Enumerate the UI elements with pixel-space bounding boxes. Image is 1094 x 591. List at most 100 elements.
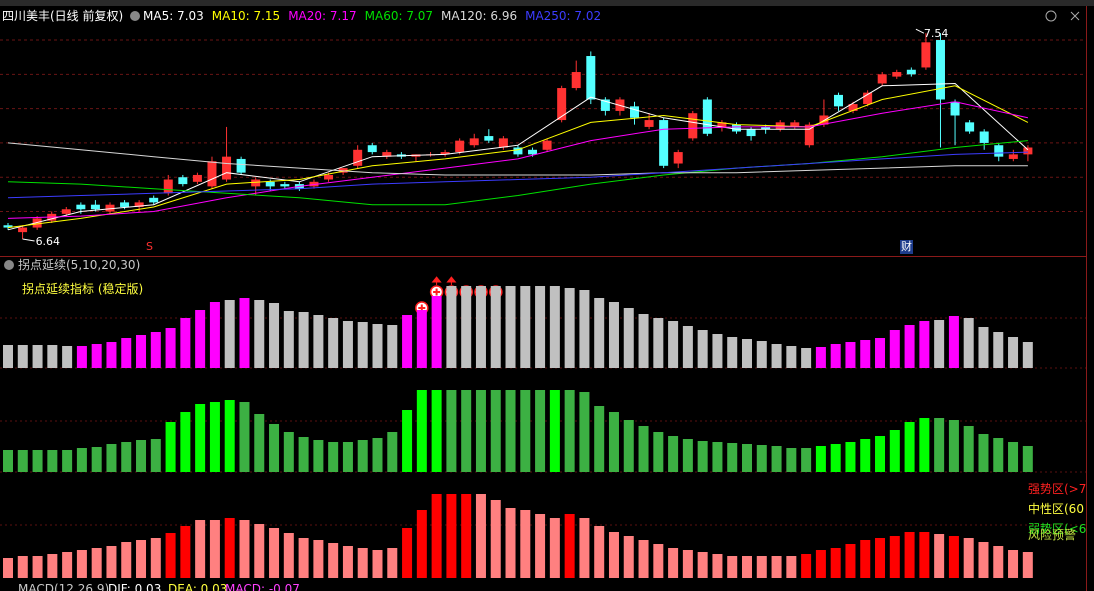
indicator-bar [490, 286, 501, 368]
candle-body [498, 138, 508, 148]
indicator-bar [801, 348, 812, 368]
indicator-bar [328, 442, 339, 472]
indicator-bar [387, 325, 398, 368]
indicator-bar [195, 310, 206, 368]
indicator-bar [608, 412, 619, 472]
macd-title: MACD(12,26,9) [18, 582, 110, 591]
candle-body [630, 106, 640, 118]
indicator-bar [3, 558, 13, 578]
marker-s: S [146, 240, 153, 253]
indicator-bar [1022, 342, 1033, 368]
indicator-bar [372, 550, 383, 578]
candle-body [848, 104, 858, 111]
indicator-bar [1008, 337, 1019, 368]
indicator-bar [283, 533, 294, 578]
candle-body [935, 40, 945, 100]
indicator-bar [668, 436, 679, 472]
indicator-bar [771, 344, 782, 368]
indicator-bar [475, 390, 486, 472]
ma-line [7, 151, 1028, 199]
indicator-bar [668, 548, 679, 578]
indicator-bar [727, 443, 738, 472]
max-arrow [915, 28, 925, 34]
indicator-bar [416, 310, 427, 368]
indicator-bar [387, 432, 398, 472]
marker-cai: 财 [900, 240, 913, 254]
zone-label: 风险预警 [1028, 528, 1077, 542]
close-icon[interactable] [1070, 11, 1080, 21]
indicator-bar [712, 554, 723, 578]
indicator-bar [32, 450, 43, 472]
settings-icon[interactable] [1045, 10, 1057, 22]
indicator-bar [106, 444, 117, 472]
indicator-bar [446, 286, 457, 368]
candle-body [134, 202, 144, 207]
indicator-bar [387, 548, 398, 578]
macd-value: MACD: -0.07 [225, 582, 300, 591]
toolbar-strip [0, 0, 1094, 6]
candle-body [324, 174, 334, 180]
indicator-bar [32, 556, 43, 578]
indicator-bar [283, 432, 294, 472]
indicator-bar [904, 422, 915, 472]
indicator-bar [76, 550, 87, 578]
candle-body [906, 69, 916, 75]
candle-body [528, 149, 538, 155]
indicator-bar [254, 414, 265, 472]
indicator-bar [771, 556, 782, 578]
indicator-bar [815, 446, 826, 472]
indicator-bar [860, 340, 871, 368]
candle-body [804, 124, 814, 146]
indicator-bar [993, 438, 1004, 472]
zone-label: 弱势区(<6 [1028, 522, 1087, 536]
indicator-bar [209, 520, 220, 578]
indicator-bar [209, 302, 220, 368]
candle-body [702, 99, 712, 134]
indicator-bar [342, 442, 353, 472]
indicator-bar [76, 346, 87, 368]
indicator-bar [697, 330, 708, 368]
indicator-bar [623, 420, 634, 472]
indicator-bar [934, 534, 945, 578]
indicator-bar [830, 548, 841, 578]
indicator-bar [150, 439, 161, 472]
candle-body [207, 161, 217, 187]
candle-body [950, 101, 960, 116]
indicator-bar [298, 312, 309, 368]
indicator-bar [608, 302, 619, 368]
signal-arrow [446, 276, 457, 285]
legend-entry: MA20: 7.17 [288, 9, 357, 23]
indicator-bar [165, 328, 176, 368]
zone-label: 强势区(>7 [1028, 482, 1087, 496]
ma-line [7, 101, 1029, 219]
indicator-bar [535, 286, 546, 368]
indicator-bar [801, 448, 812, 472]
indicator-bar [357, 548, 368, 578]
indicator-bar [549, 390, 560, 472]
indicator-bar [535, 514, 546, 578]
indicator-bar [3, 345, 13, 368]
indicator-bar [62, 552, 73, 578]
indicator-bar [328, 318, 339, 368]
indicator-bar [475, 494, 486, 578]
indicator-bar [623, 536, 634, 578]
candle-body [222, 156, 232, 180]
indicator-bar [756, 445, 767, 472]
indicator-bar [860, 439, 871, 472]
indicator-bar [549, 518, 560, 578]
indicator-bar [594, 526, 605, 578]
max-label: 7.54 [924, 27, 949, 40]
indicator-bar [298, 538, 309, 578]
candle-body [1023, 147, 1033, 155]
collapse-icon[interactable] [130, 11, 140, 21]
indicator-bar [845, 442, 856, 472]
indicator-bar [742, 339, 752, 368]
indicator-bar [697, 552, 708, 578]
legend-entry: MA250: 7.02 [525, 9, 602, 23]
indicator-bar [830, 444, 841, 472]
indicator-bar [475, 286, 486, 368]
indicator-bar [402, 410, 413, 472]
indicator-bar [372, 438, 383, 472]
indicator-icon[interactable] [4, 260, 14, 270]
candle-body [149, 197, 159, 203]
